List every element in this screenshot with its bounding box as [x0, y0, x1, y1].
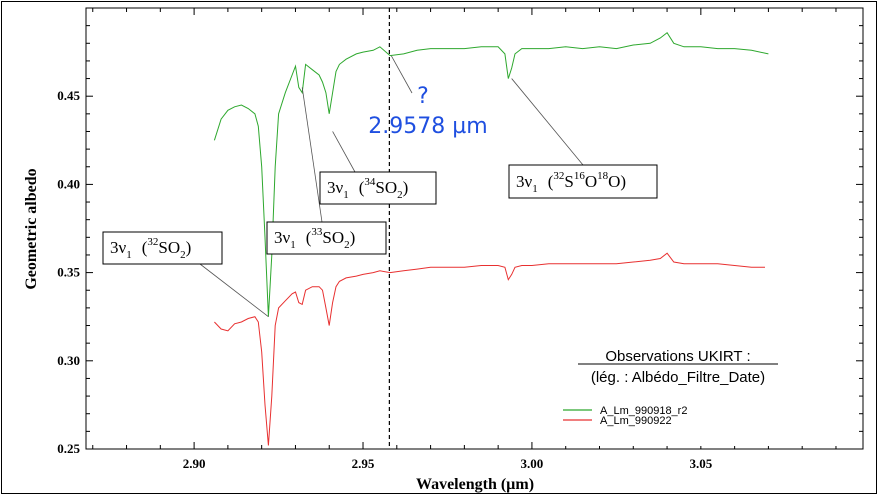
y-tick-label: 0.45 [57, 88, 80, 103]
legend-title: Observations UKIRT : [605, 348, 750, 365]
axis-ticks [86, 7, 863, 450]
leader-line-so2-32 [199, 263, 269, 318]
x-tick-labels: 2.90 2.95 3.00 3.05 [183, 456, 713, 471]
leader-line-unknown [391, 55, 413, 94]
legend-label-series-2: A_Lm_990922 [600, 415, 672, 427]
y-tick-label: 0.35 [57, 265, 80, 280]
svg-text:3ν1(32SO2): 3ν1 (32SO2) [110, 236, 191, 261]
leader-line-so2-34 [332, 131, 356, 173]
svg-text:3ν1(32S16O18O): 3ν1 (32S16O18O) [516, 170, 626, 195]
leader-line-so2-33 [301, 87, 323, 223]
annotation-leader-lines [199, 55, 584, 318]
y-tick-label: 0.40 [57, 176, 80, 191]
svg-text:3ν1(34SO2): 3ν1 (34SO2) [327, 176, 408, 201]
svg-text:3ν1(33SO2): 3ν1 (33SO2) [274, 226, 355, 251]
unknown-line-wavelength-label: 2.9578 µm [368, 114, 487, 139]
x-axis-title: Wavelength (µm) [416, 476, 534, 493]
x-tick-label: 3.05 [689, 456, 712, 471]
legend: Observations UKIRT : (lég. : Albédo_Filt… [556, 340, 854, 446]
annotation-so2-32: 3ν1 (32SO2) [102, 231, 223, 265]
y-tick-label: 0.30 [57, 353, 80, 368]
plot-area [85, 7, 864, 450]
annotation-so2-34: 3ν1 (34SO2) [319, 171, 437, 205]
unknown-line-question-mark: ? [417, 84, 429, 109]
legend-label-series-1: A_Lm_990918_r2 [600, 405, 687, 417]
y-tick-label: 0.25 [57, 441, 80, 456]
annotation-s16o18o: 3ν1 (32S16O18O) [508, 164, 658, 199]
x-tick-label: 2.95 [352, 456, 375, 471]
annotation-so2-33: 3ν1 (33SO2) [266, 221, 387, 255]
y-tick-labels: 0.25 0.30 0.35 0.40 0.45 [57, 88, 80, 456]
y-axis-title: Geometric albedo [23, 168, 40, 289]
series-lines [213, 31, 769, 446]
legend-subtitle: (lég. : Albédo_Filtre_Date) [591, 369, 765, 386]
x-tick-label: 3.00 [521, 456, 544, 471]
series-line-2 [214, 252, 765, 446]
series-line-1 [213, 31, 769, 317]
leader-line-s16o18o [511, 78, 584, 166]
x-tick-label: 2.90 [183, 456, 206, 471]
